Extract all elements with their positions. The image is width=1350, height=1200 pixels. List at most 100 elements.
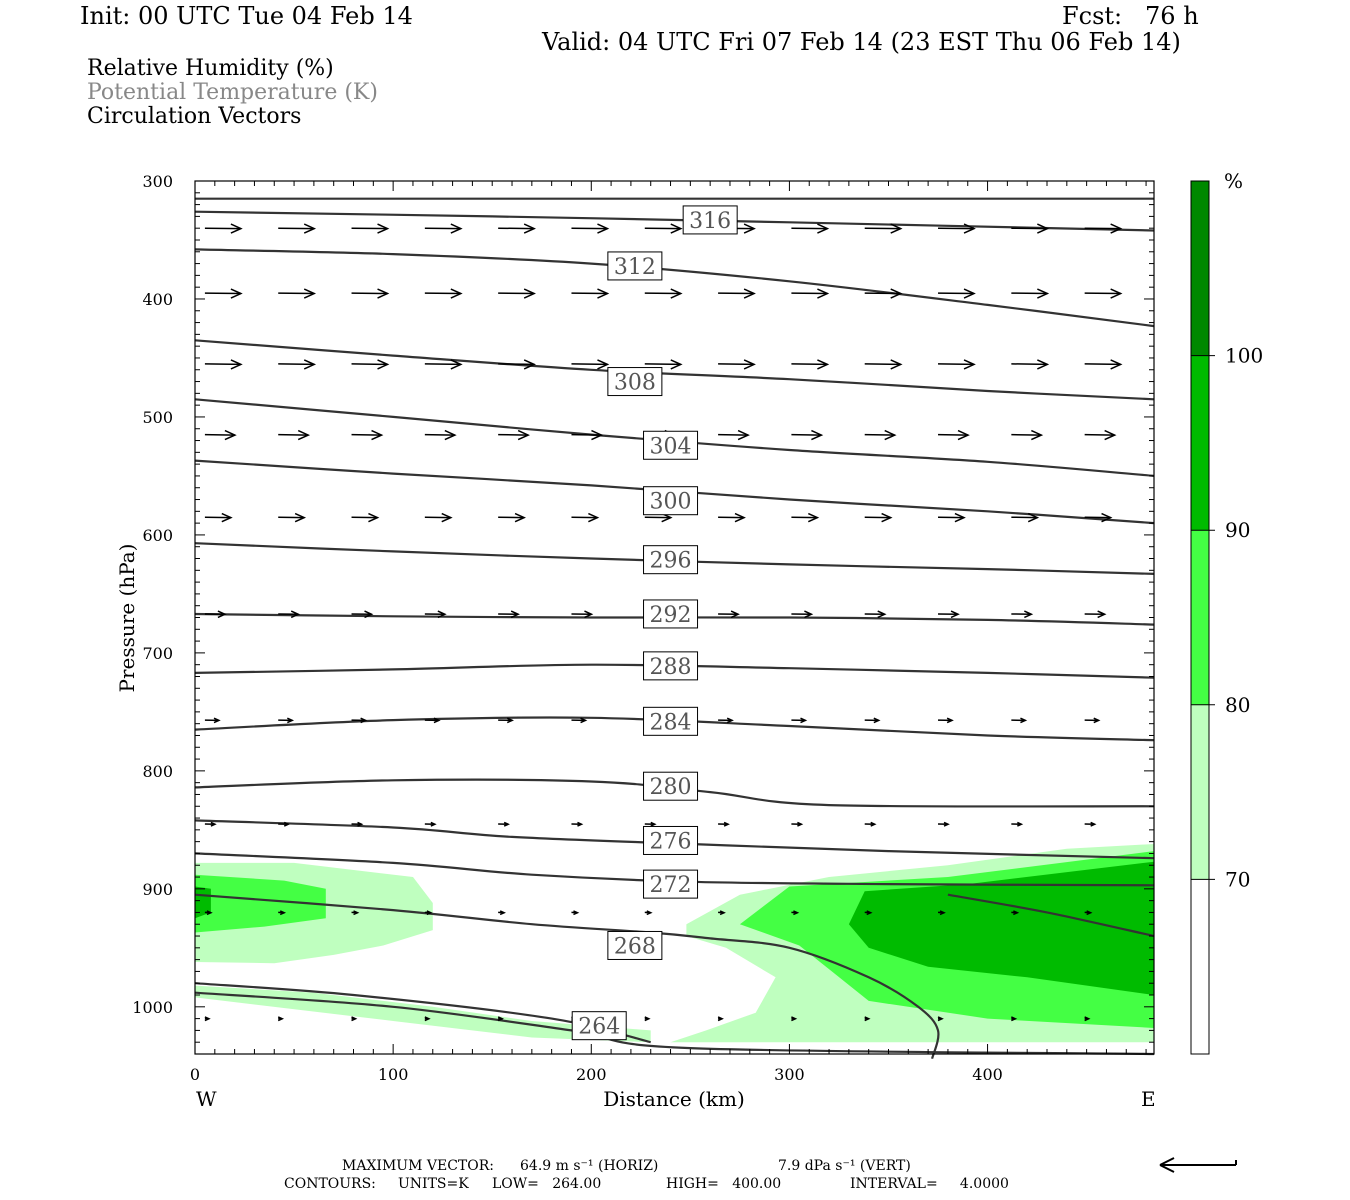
circulation-vector (864, 223, 903, 234)
vector-head (723, 821, 730, 827)
circulation-vector (1011, 1016, 1018, 1022)
circulation-vector (351, 910, 360, 916)
circulation-vector (424, 512, 453, 523)
circulation-vector (864, 512, 893, 523)
vector-head (1086, 910, 1093, 916)
vector-head (877, 610, 887, 619)
vector-head (450, 223, 463, 234)
circulation-vector (351, 223, 390, 234)
theta-contour-268 (194, 893, 940, 1059)
circulation-vector (278, 910, 287, 916)
circulation-vector (498, 223, 536, 234)
vector-head (297, 429, 311, 441)
circulation-vector (571, 223, 610, 234)
vector-head (351, 1016, 358, 1022)
contour-label-300: 300 (643, 486, 699, 516)
theta-contour-308 (194, 339, 1155, 401)
colorbar-label: 70 (1225, 867, 1250, 891)
vector-head (588, 512, 600, 523)
vector-head (1037, 288, 1050, 299)
contour-label-box (643, 825, 699, 855)
contours-units: UNITS=K (398, 1176, 469, 1192)
contour-label-284: 284 (643, 706, 699, 736)
vector-shaft (644, 363, 681, 366)
contour-label-276: 276 (643, 825, 699, 855)
circulation-vector (278, 288, 317, 299)
circulation-vector (1084, 717, 1101, 724)
vector-head (864, 1016, 871, 1022)
circulation-vector (498, 821, 510, 827)
circulation-vector (278, 512, 307, 523)
vector-head (890, 288, 903, 299)
vector-head (1097, 610, 1107, 619)
vector-head (230, 288, 243, 299)
contour-label-304: 304 (643, 430, 699, 460)
circulation-vector (571, 910, 580, 916)
colorbar-segment (1191, 879, 1209, 1054)
vector-shaft (718, 363, 755, 366)
circulation-vector (277, 1016, 285, 1022)
vector-head (523, 223, 536, 234)
vector-head (230, 359, 243, 370)
circulation-vector (864, 717, 881, 724)
circulation-vector (1084, 223, 1123, 234)
circulation-vector (938, 223, 976, 234)
vector-head (743, 288, 756, 299)
vector-shaft (571, 363, 608, 366)
circulation-vector (718, 429, 750, 441)
circulation-vectors (204, 223, 1123, 1022)
max-vector-label: MAXIMUM VECTOR: (342, 1158, 494, 1174)
contour-label-box (571, 1011, 627, 1041)
circulation-vector (938, 610, 960, 619)
vector-head (804, 610, 814, 619)
vector-head (499, 910, 506, 916)
contour-label-box (607, 367, 663, 397)
circulation-vector (1011, 429, 1044, 441)
circulation-vector (937, 910, 946, 916)
circulation-vector (718, 821, 730, 827)
vector-head (287, 717, 295, 724)
vector-head (670, 288, 683, 299)
circulation-vector (644, 359, 683, 370)
vector-shaft (1084, 363, 1121, 366)
vector-head (303, 359, 317, 370)
vector-head (937, 1016, 944, 1022)
circulation-vector (864, 610, 887, 619)
circulation-vector (424, 1016, 431, 1022)
circulation-vector (204, 288, 243, 299)
colorbar-segment (1191, 181, 1209, 356)
vector-head (510, 610, 520, 619)
circulation-vector (1084, 429, 1117, 441)
circulation-vector (571, 359, 610, 370)
circulation-vector (791, 512, 820, 523)
circulation-vector (278, 429, 311, 441)
circulation-vector (1011, 610, 1034, 619)
vector-head (646, 910, 653, 916)
circulation-vector (791, 717, 808, 724)
vector-head (946, 717, 954, 724)
contour-label-312: 312 (607, 251, 663, 281)
contour-label-text: 276 (650, 829, 692, 854)
circulation-vector (571, 512, 600, 523)
circulation-vector (498, 610, 520, 619)
contour-label-text: 304 (650, 434, 692, 459)
vector-head (1084, 1016, 1091, 1022)
circulation-vector (424, 717, 441, 724)
vector-head (817, 288, 830, 299)
vector-head (1037, 359, 1050, 370)
contours-low: LOW= 264.00 (492, 1176, 602, 1192)
vector-shaft (864, 363, 901, 366)
circulation-vector (278, 610, 301, 619)
contour-label-box (643, 706, 699, 736)
vector-head (377, 223, 390, 234)
circulation-vector (937, 1016, 944, 1022)
circulation-vector (351, 1016, 358, 1022)
vector-head (206, 910, 213, 916)
vector-head (1104, 429, 1117, 441)
vector-head (360, 717, 368, 724)
vector-head (957, 429, 970, 441)
circulation-vector (1084, 610, 1107, 619)
vector-head (1011, 1016, 1018, 1022)
contour-label-box (607, 930, 663, 960)
